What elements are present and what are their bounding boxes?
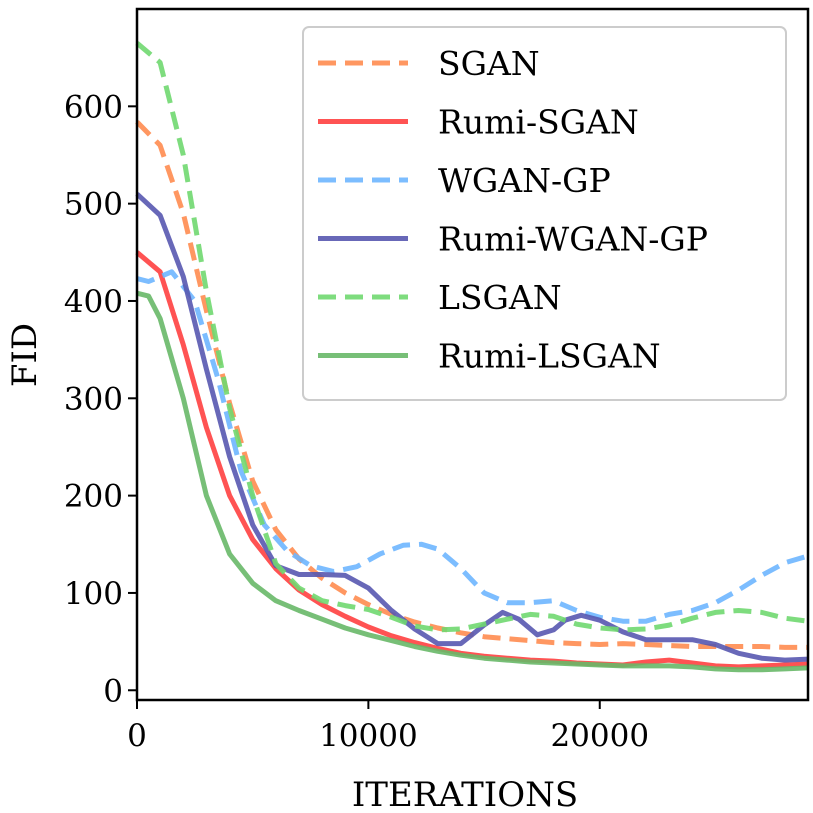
- legend-label-lsgan: LSGAN: [438, 278, 562, 317]
- series-layer: [135, 41, 809, 673]
- x-axis: 0 10000 20000: [127, 700, 649, 754]
- y-tick-label: 500: [64, 187, 123, 223]
- series-line-wgan-gp: [136, 269, 809, 624]
- y-tick-label: 400: [64, 284, 123, 320]
- y-tick-label: 200: [64, 479, 123, 515]
- legend: SGAN Rumi-SGAN WGAN-GP Rumi-WGAN-GP LSGAN Rum…: [302, 26, 787, 401]
- y-axis: 0 100 200 300 400 500 600: [64, 89, 137, 709]
- legend-label-wgan-gp: WGAN-GP: [438, 161, 611, 200]
- series-line-rumi-wgan-gp: [135, 192, 809, 663]
- legend-label-sgan: SGAN: [438, 44, 540, 83]
- y-tick-label: 0: [103, 673, 123, 709]
- x-tick-label: 10000: [319, 718, 418, 754]
- legend-label-rumi-lsgan: Rumi-LSGAN: [438, 337, 661, 376]
- y-tick-label: 100: [64, 576, 123, 612]
- y-tick-label: 300: [64, 381, 123, 417]
- legend-items: SGAN Rumi-SGAN WGAN-GP Rumi-WGAN-GP LSGAN Rum…: [318, 44, 708, 376]
- legend-box: [302, 26, 787, 401]
- x-tick-label: 20000: [550, 718, 649, 754]
- y-axis-title: FID: [5, 323, 45, 387]
- y-tick-label: 600: [64, 89, 123, 125]
- series-line-lsgan: [135, 41, 809, 633]
- legend-label-rumi-sgan: Rumi-SGAN: [438, 103, 639, 142]
- x-tick-label: 0: [127, 718, 147, 754]
- legend-label-rumi-wgan-gp: Rumi-WGAN-GP: [438, 220, 708, 259]
- series-line-rumi-lsgan: [136, 290, 809, 673]
- x-axis-title: ITERATIONS: [352, 775, 578, 813]
- plot-frame: [135, 7, 810, 702]
